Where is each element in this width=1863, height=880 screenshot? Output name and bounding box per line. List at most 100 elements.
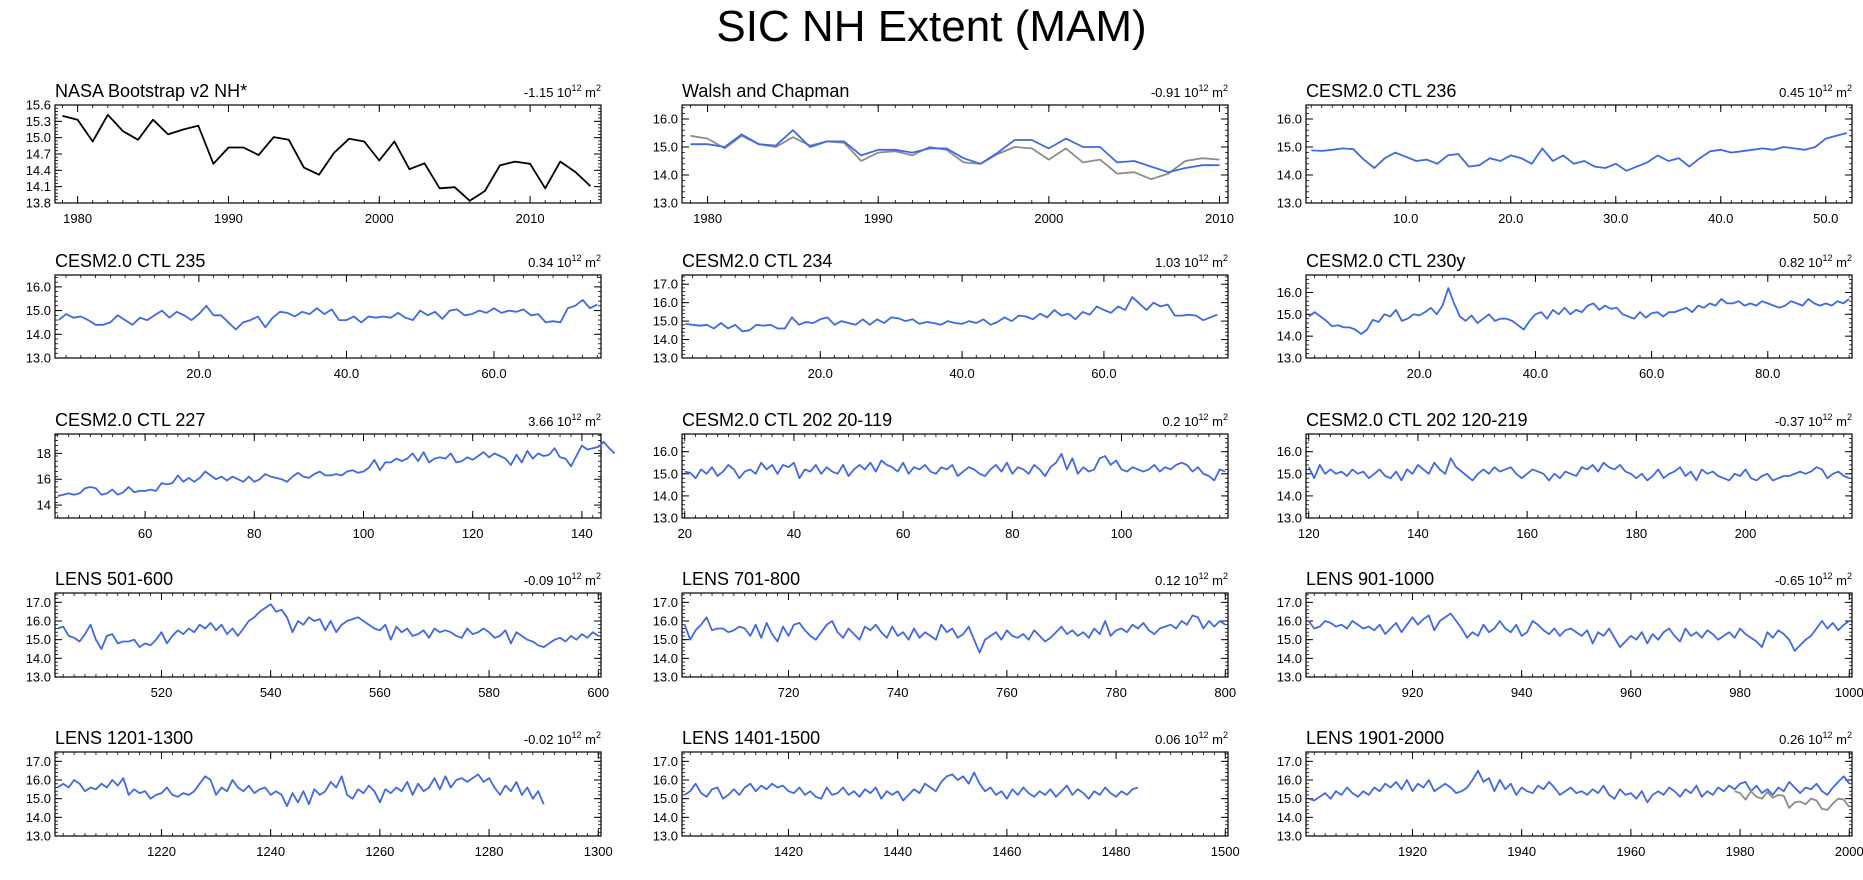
- y-tick-label: 16.0: [653, 295, 678, 310]
- x-tick-label: 940: [1511, 685, 1533, 700]
- x-tick-label: 120: [462, 526, 484, 541]
- panel-title: NASA Bootstrap v2 NH*: [55, 81, 247, 101]
- panel-10: 13.0 14.0 15.0 16.0 17.0 520 540 560 580 600 LENS …: [26, 569, 609, 700]
- x-tick-label: 100: [353, 526, 375, 541]
- x-tick-label: 160: [1516, 526, 1538, 541]
- series-line-model: [57, 773, 545, 807]
- y-tick-label: 15.0: [26, 632, 51, 647]
- x-tick-label: 140: [1407, 526, 1429, 541]
- x-tick-label: 20.0: [186, 366, 211, 381]
- y-tick-label: 17.0: [26, 754, 51, 769]
- x-tick-label: 1240: [256, 844, 285, 859]
- x-tick-label: 60: [138, 526, 152, 541]
- y-tick-label: 15.0: [1277, 791, 1302, 806]
- series-line-model: [57, 603, 599, 650]
- trend-label: 0.06 1012 m2: [1155, 730, 1228, 747]
- x-tick-label: 1940: [1507, 844, 1536, 859]
- panel-4: 13.0 14.0 15.0 16.0 20.0 40.0 60.0 CESM2.0 CTL …: [26, 251, 602, 381]
- panel-13: 13.0 14.0 15.0 16.0 17.0 1220 1240 1260 1280 1300…: [26, 728, 613, 859]
- x-tick-label: 920: [1402, 685, 1424, 700]
- x-tick-label: 40.0: [334, 366, 359, 381]
- plot-frame: [1305, 751, 1853, 837]
- x-tick-label: 980: [1729, 685, 1751, 700]
- x-tick-label: 1480: [1102, 844, 1131, 859]
- panel-6: 13.0 14.0 15.0 16.0 20.0 40.0 60.0 80.0 CESM2.0 …: [1277, 251, 1853, 381]
- panel-7: 14 16 18 60 80 100 120 140 CESM2.0 CTL 227 3.66 1…: [37, 410, 616, 541]
- y-tick-label: 14.0: [653, 488, 678, 503]
- x-tick-label: 1990: [864, 211, 893, 226]
- y-tick-label: 15.0: [653, 466, 678, 481]
- panel-8: 13.0 14.0 15.0 16.0 20 40 60 80 100 CESM2.0 CTL 2…: [653, 410, 1229, 541]
- plot-frame: [54, 104, 602, 204]
- y-tick-label: 14.0: [653, 810, 678, 825]
- x-tick-label: 40: [787, 526, 801, 541]
- y-tick-label: 18: [37, 446, 51, 461]
- trend-label: 0.26 1012 m2: [1779, 730, 1852, 747]
- y-tick-label: 13.0: [653, 351, 678, 366]
- x-tick-label: 80: [247, 526, 261, 541]
- y-tick-label: 17.0: [653, 754, 678, 769]
- x-tick-label: 580: [478, 685, 500, 700]
- x-tick-label: 1980: [693, 211, 722, 226]
- y-tick-label: 15.0: [653, 140, 678, 155]
- y-tick-label: 14.1: [26, 179, 51, 194]
- y-tick-label: 15.0: [26, 130, 51, 145]
- trend-label: -1.15 1012 m2: [524, 83, 601, 100]
- x-tick-label: 2000: [1835, 844, 1863, 859]
- series-line-nasa-bootstrap-v2: [62, 113, 592, 202]
- x-tick-label: 1500: [1211, 844, 1240, 859]
- x-tick-label: 50.0: [1813, 211, 1838, 226]
- plot-frame: [681, 751, 1229, 837]
- trend-label: 0.2 1012 m2: [1162, 412, 1228, 429]
- x-tick-label: 1220: [147, 844, 176, 859]
- panel-title: CESM2.0 CTL 227: [55, 410, 205, 430]
- y-tick-label: 15.0: [1277, 140, 1302, 155]
- y-tick-label: 13.0: [26, 829, 51, 844]
- x-tick-label: 720: [778, 685, 800, 700]
- series-line-walsh-and-chapman: [690, 134, 1220, 181]
- x-tick-label: 10.0: [1393, 211, 1418, 226]
- y-tick-label: 13.0: [653, 511, 678, 526]
- plot-frame: [54, 592, 602, 678]
- x-tick-label: 180: [1625, 526, 1647, 541]
- x-tick-label: 60.0: [1639, 366, 1664, 381]
- trend-label: 1.03 1012 m2: [1155, 253, 1228, 270]
- y-tick-label: 17.0: [26, 595, 51, 610]
- y-tick-label: 16.0: [653, 444, 678, 459]
- x-tick-label: 80.0: [1755, 366, 1780, 381]
- panel-3: 13.0 14.0 15.0 16.0 10.0 20.0 30.0 40.0 50.0 CESM…: [1277, 81, 1853, 226]
- trend-label: -0.02 1012 m2: [524, 730, 601, 747]
- y-tick-label: 15.3: [26, 114, 51, 129]
- series-line-model: [684, 452, 1226, 482]
- y-tick-label: 15.0: [1277, 466, 1302, 481]
- x-tick-label: 600: [587, 685, 609, 700]
- y-tick-label: 16.0: [1277, 112, 1302, 127]
- plot-frame: [681, 104, 1229, 204]
- plot-frame: [1305, 433, 1853, 519]
- y-tick-label: 16.0: [26, 614, 51, 629]
- series-line-model: [1308, 287, 1850, 335]
- panel-12: 13.0 14.0 15.0 16.0 17.0 920 940 960 980 1000 LENS…: [1277, 569, 1863, 700]
- y-tick-label: 13.0: [26, 670, 51, 685]
- panel-1: 13.8 14.114.414.7 15.015.315.6 1980 1990 2000…: [26, 81, 602, 226]
- panel-title: CESM2.0 CTL 202 20-119: [682, 410, 892, 430]
- y-tick-label: 15.0: [1277, 632, 1302, 647]
- x-tick-label: 1280: [475, 844, 504, 859]
- trend-label: 0.45 1012 m2: [1779, 83, 1852, 100]
- y-tick-label: 14.0: [1277, 810, 1302, 825]
- panel-title: CESM2.0 CTL 202 120-219: [1306, 410, 1527, 430]
- y-tick-label: 13.0: [1277, 351, 1302, 366]
- y-tick-label: 13.0: [653, 829, 678, 844]
- panel-title: CESM2.0 CTL 236: [1306, 81, 1456, 101]
- x-tick-label: 60: [896, 526, 910, 541]
- trend-label: -0.91 1012 m2: [1151, 83, 1228, 100]
- panel-15: 13.0 14.0 15.0 16.0 17.0 1920 1940 1960 1980 2000…: [1277, 728, 1863, 859]
- y-tick-label: 13.8: [26, 196, 51, 211]
- panel-title: CESM2.0 CTL 235: [55, 251, 205, 271]
- y-tick-label: 14.0: [26, 651, 51, 666]
- panel-2: 13.0 14.0 15.0 16.0 1980 1990 2000 2010 Walsh an…: [653, 81, 1234, 226]
- y-tick-label: 13.0: [1277, 511, 1302, 526]
- x-tick-label: 80: [1005, 526, 1019, 541]
- x-tick-label: 20: [677, 526, 691, 541]
